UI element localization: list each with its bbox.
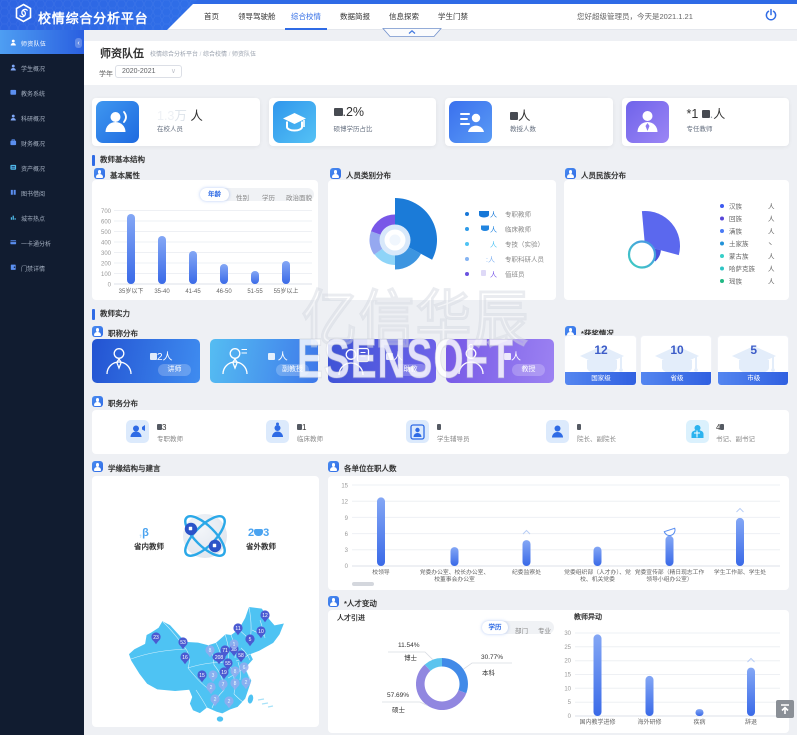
svg-text:人: 人 bbox=[490, 241, 497, 249]
svg-text:人: 人 bbox=[490, 271, 497, 279]
svg-text:回族: 回族 bbox=[729, 214, 743, 223]
svg-text:海外研修: 海外研修 bbox=[637, 718, 661, 726]
svg-text:党委宣传部（精日现志工作: 党委宣传部（精日现志工作 bbox=[635, 568, 705, 576]
svg-text:11.54%: 11.54% bbox=[398, 642, 420, 649]
svg-text:15: 15 bbox=[564, 673, 571, 679]
svg-text:300: 300 bbox=[101, 251, 112, 257]
svg-text:208: 208 bbox=[215, 655, 224, 661]
svg-text:30.77%: 30.77% bbox=[481, 654, 503, 661]
svg-text:专职教师: 专职教师 bbox=[505, 210, 532, 219]
svg-text:5: 5 bbox=[249, 637, 252, 643]
svg-text:瑶族: 瑶族 bbox=[729, 277, 743, 286]
svg-text:57.69%: 57.69% bbox=[387, 692, 409, 699]
svg-text:46-50: 46-50 bbox=[216, 289, 232, 295]
svg-text:党委组织部（人才办）、党: 党委组织部（人才办）、党 bbox=[564, 568, 631, 576]
svg-text:19: 19 bbox=[221, 670, 227, 676]
svg-text:蒙古族: 蒙古族 bbox=[729, 252, 749, 261]
svg-text:7: 7 bbox=[222, 682, 225, 688]
svg-text:20: 20 bbox=[564, 659, 571, 665]
svg-text:200: 200 bbox=[101, 262, 112, 268]
svg-text:人: 人 bbox=[768, 203, 775, 211]
svg-text:硕士: 硕士 bbox=[392, 705, 406, 714]
svg-text:人: 人 bbox=[768, 253, 775, 261]
svg-text:专技（实验）: 专技（实验） bbox=[505, 240, 544, 249]
svg-text:15: 15 bbox=[199, 673, 205, 679]
svg-text:10: 10 bbox=[564, 687, 571, 693]
svg-text:2: 2 bbox=[214, 697, 217, 703]
svg-text:人: 人 bbox=[768, 228, 775, 236]
svg-text:3: 3 bbox=[212, 673, 215, 679]
svg-text:8: 8 bbox=[209, 648, 212, 654]
svg-text:满族: 满族 bbox=[729, 227, 743, 236]
svg-text:30: 30 bbox=[564, 631, 571, 637]
svg-text:校、机关党委: 校、机关党委 bbox=[580, 575, 615, 583]
svg-text:人: 人 bbox=[768, 265, 775, 273]
svg-text:0: 0 bbox=[568, 714, 572, 720]
svg-text:学生工作部、学生处: 学生工作部、学生处 bbox=[714, 568, 766, 576]
svg-text:41-45: 41-45 bbox=[185, 289, 201, 295]
svg-text:1: 1 bbox=[233, 642, 236, 648]
svg-text::人: :人 bbox=[486, 256, 495, 264]
svg-text:5: 5 bbox=[568, 700, 572, 706]
svg-text:35岁以下: 35岁以下 bbox=[119, 287, 144, 295]
svg-text:0: 0 bbox=[108, 283, 112, 289]
svg-text:71: 71 bbox=[222, 648, 228, 654]
svg-text:2: 2 bbox=[210, 685, 213, 691]
svg-text:土家族: 土家族 bbox=[729, 239, 749, 248]
svg-text:人: 人 bbox=[490, 211, 497, 219]
svg-text:700: 700 bbox=[101, 209, 112, 215]
svg-text:6: 6 bbox=[243, 665, 246, 671]
svg-text:哈萨克族: 哈萨克族 bbox=[729, 264, 756, 273]
svg-text:500: 500 bbox=[101, 230, 112, 236]
svg-text:12: 12 bbox=[262, 613, 268, 619]
svg-text:53: 53 bbox=[180, 640, 186, 646]
svg-text:35-40: 35-40 bbox=[154, 289, 170, 295]
svg-text:本科: 本科 bbox=[482, 668, 496, 677]
svg-text:疾病: 疾病 bbox=[693, 718, 705, 726]
svg-text:人: 人 bbox=[768, 278, 775, 286]
svg-text:23: 23 bbox=[153, 635, 159, 641]
svg-text:12: 12 bbox=[341, 500, 348, 506]
svg-text:3: 3 bbox=[345, 548, 349, 554]
svg-text:专职科研人员: 专职科研人员 bbox=[505, 255, 545, 264]
svg-text:55岁以上: 55岁以上 bbox=[274, 287, 299, 295]
svg-text:8: 8 bbox=[234, 681, 237, 687]
svg-text:丶: 丶 bbox=[767, 241, 774, 248]
svg-text:值班员: 值班员 bbox=[505, 270, 525, 279]
svg-text:辞退: 辞退 bbox=[745, 718, 757, 726]
svg-text:校董事会办公室: 校董事会办公室 bbox=[434, 575, 475, 583]
svg-text:600: 600 bbox=[101, 220, 112, 226]
svg-text:16: 16 bbox=[182, 655, 188, 661]
svg-text:2: 2 bbox=[245, 680, 248, 686]
svg-text:8: 8 bbox=[234, 669, 237, 675]
svg-text:校领导: 校领导 bbox=[372, 568, 390, 576]
svg-text:11: 11 bbox=[235, 626, 240, 632]
svg-text:领导小组办公室）: 领导小组办公室） bbox=[646, 575, 692, 583]
svg-text:400: 400 bbox=[101, 241, 112, 247]
svg-text:人: 人 bbox=[768, 215, 775, 223]
svg-text:55: 55 bbox=[225, 661, 231, 667]
svg-text:人: 人 bbox=[490, 226, 497, 234]
svg-text:博士: 博士 bbox=[404, 653, 418, 662]
svg-text:党委办公室、校长办公室、: 党委办公室、校长办公室、 bbox=[420, 568, 490, 576]
svg-text:6: 6 bbox=[345, 532, 349, 538]
svg-text:国内教学进修: 国内教学进修 bbox=[579, 718, 615, 726]
svg-text:汉族: 汉族 bbox=[729, 202, 743, 211]
svg-text:2: 2 bbox=[228, 699, 231, 705]
svg-text:临床教师: 临床教师 bbox=[505, 225, 532, 234]
svg-text:100: 100 bbox=[101, 272, 112, 278]
svg-text:9: 9 bbox=[345, 516, 349, 522]
svg-text:10: 10 bbox=[258, 629, 264, 635]
svg-text:0: 0 bbox=[345, 564, 349, 570]
svg-text:51-55: 51-55 bbox=[247, 289, 263, 295]
svg-text:15: 15 bbox=[341, 484, 348, 490]
svg-text:纪委监察处: 纪委监察处 bbox=[512, 568, 541, 576]
svg-text:58: 58 bbox=[238, 653, 244, 659]
svg-text:25: 25 bbox=[564, 645, 571, 651]
